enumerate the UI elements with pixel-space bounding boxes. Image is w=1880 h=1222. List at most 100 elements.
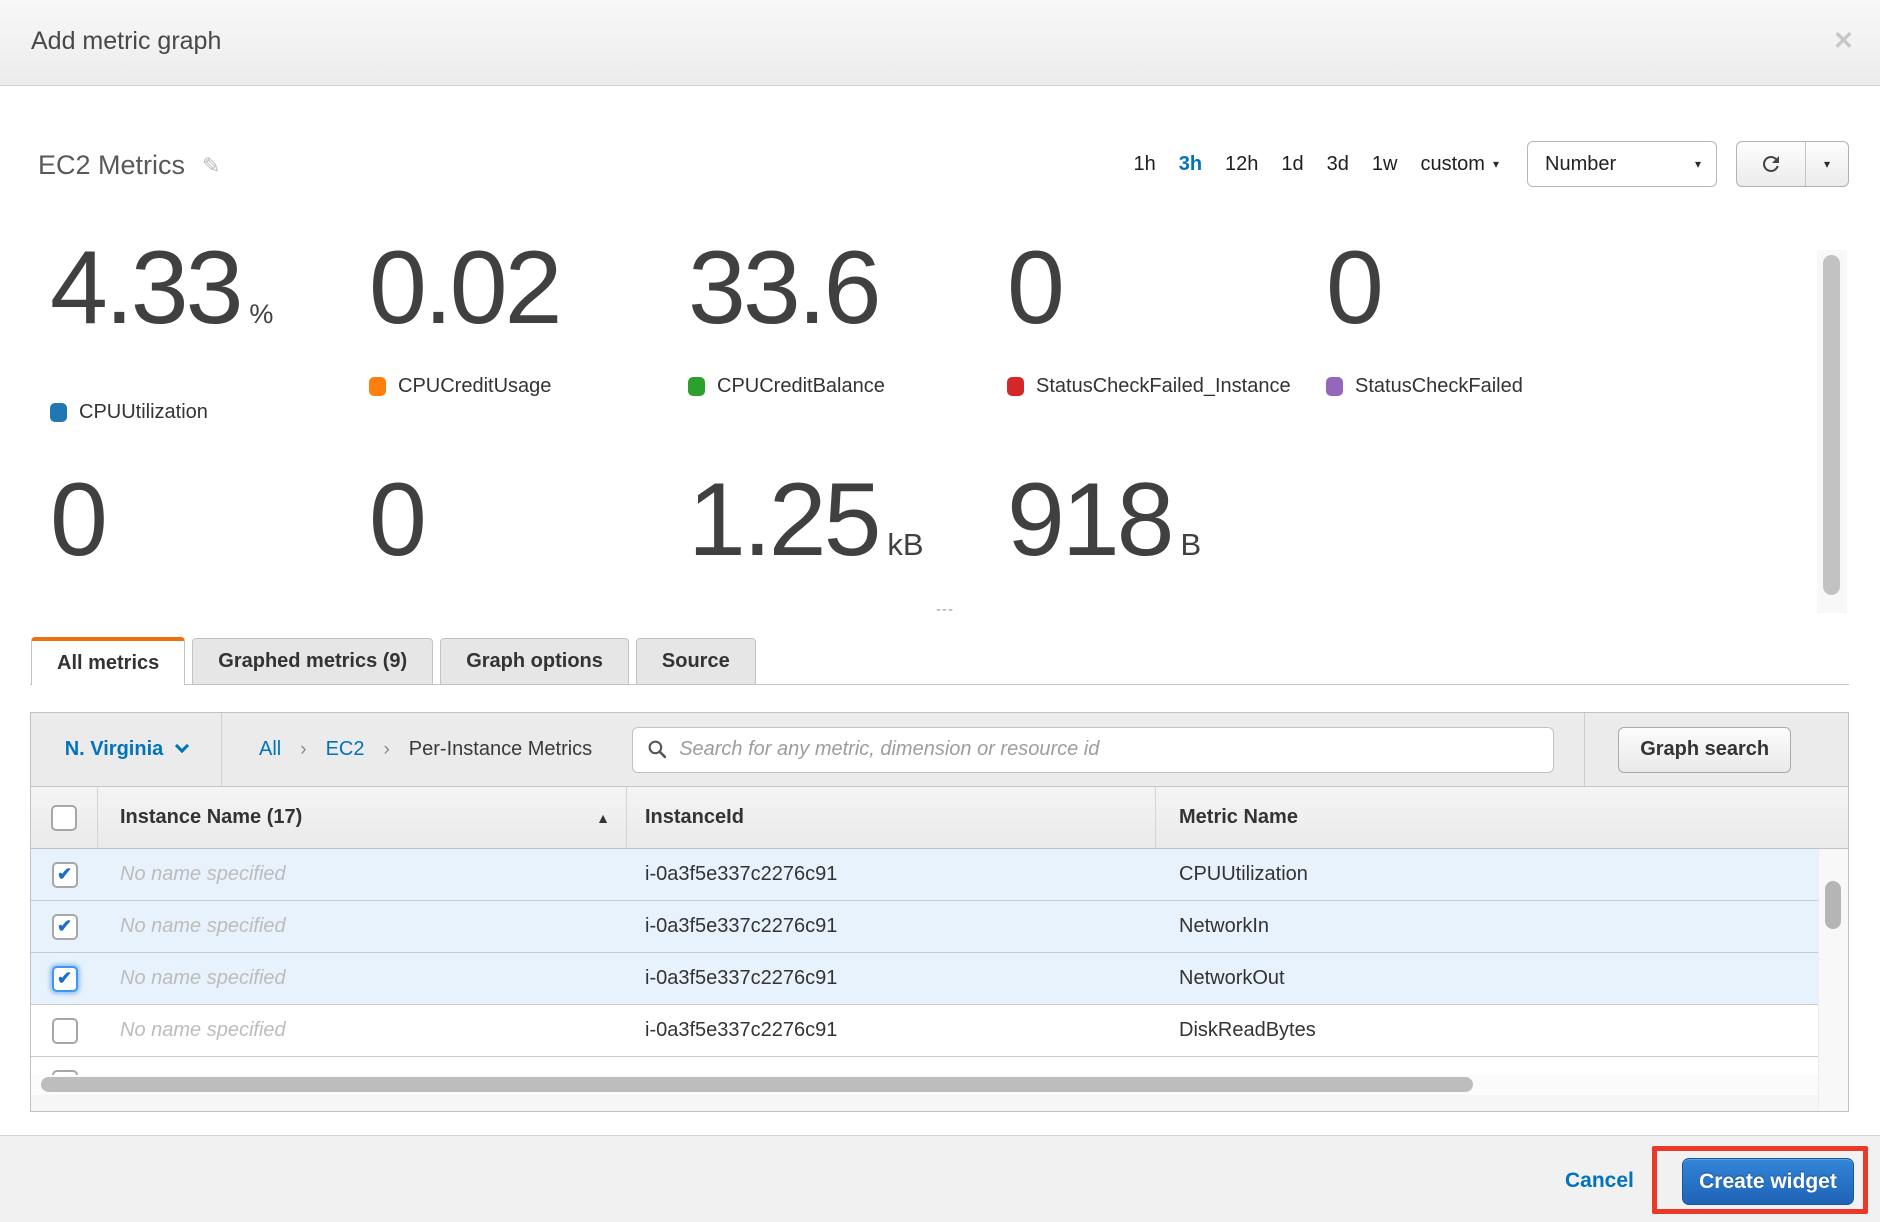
metric-values-row-1: 4.33% CPUUtilization 0.02 CPUCreditUsage… — [50, 233, 1645, 424]
tab-graph-options[interactable]: Graph options — [440, 638, 629, 685]
graph-search-label: Graph search — [1640, 738, 1770, 760]
chevron-down-icon: ▾ — [1823, 157, 1831, 171]
metrics-vertical-scrollbar[interactable] — [1817, 250, 1847, 613]
metric-number: 4.33 — [50, 230, 243, 346]
header-metric-name[interactable]: Metric Name — [1156, 787, 1848, 848]
row-checkbox[interactable]: ✔ — [51, 913, 78, 940]
region-dropdown[interactable]: N. Virginia — [31, 713, 222, 786]
refresh-icon — [1759, 152, 1783, 176]
metric-card: 0 StatusCheckFailed — [1326, 233, 1645, 424]
table-row[interactable]: ✔ No name specified i-0a3f5e337c2276c91 … — [31, 953, 1818, 1005]
tab-label: Source — [661, 650, 730, 672]
breadcrumb-all[interactable]: All — [259, 738, 282, 760]
metric-legend: CPUUtilization — [50, 401, 369, 424]
tab-source[interactable]: Source — [635, 638, 756, 685]
table-row[interactable]: ✔ No name specified i-0a3f5e337c2276c91 … — [31, 849, 1818, 901]
cell-metric-name: CPUUtilization — [1179, 863, 1308, 885]
metric-legend: StatusCheckFailed — [1326, 375, 1645, 398]
time-range-12h[interactable]: 12h — [1225, 152, 1259, 175]
time-range-3h[interactable]: 3h — [1178, 152, 1203, 175]
metric-number: 0.02 — [369, 230, 562, 346]
metric-number: 0 — [369, 462, 427, 578]
metric-search-box — [632, 726, 1555, 773]
table-vertical-scrollbar[interactable] — [1818, 849, 1848, 1111]
metric-unit: % — [249, 299, 274, 329]
header-instance-name[interactable]: Instance Name (17) ▲ — [98, 787, 627, 848]
tab-graphed-metrics[interactable]: Graphed metrics (9) — [192, 638, 434, 685]
metric-number: 1.25 — [688, 462, 881, 578]
chevron-down-icon: ▾ — [1492, 157, 1499, 171]
tab-label: Graphed metrics (9) — [218, 650, 408, 672]
table-row[interactable]: ✔ No name specified i-0a3f5e337c2276c91 … — [31, 1005, 1818, 1057]
modal-header: Add metric graph ✕ — [0, 0, 1880, 86]
panel-bottom-strip — [31, 1095, 1848, 1111]
sort-ascending-icon[interactable]: ▲ — [596, 809, 610, 826]
scrollbar-thumb[interactable] — [41, 1077, 1473, 1092]
table-horizontal-scrollbar[interactable] — [31, 1075, 1818, 1095]
scrollbar-thumb[interactable] — [1825, 881, 1841, 929]
cell-metric-name: DiskReadBytes — [1179, 1019, 1316, 1041]
scrollbar-thumb[interactable] — [1823, 255, 1840, 595]
metric-value: 0.02 — [369, 233, 688, 343]
tab-label: Graph options — [466, 650, 603, 672]
column-label: InstanceId — [645, 806, 744, 828]
time-range-3d[interactable]: 3d — [1326, 152, 1349, 175]
cell-instance-name: No name specified — [120, 915, 286, 937]
search-input[interactable] — [679, 738, 1540, 761]
metric-card: 1.25 kB — [688, 465, 1007, 600]
metric-card: 918 B — [1007, 465, 1326, 600]
legend-swatch — [688, 377, 705, 396]
metric-value: 1.25 kB — [688, 465, 1007, 600]
row-checkbox[interactable]: ✔ — [51, 861, 78, 888]
row-checkbox-cell: ✔ — [31, 901, 98, 952]
cancel-button[interactable]: Cancel — [1565, 1169, 1634, 1192]
row-checkbox-cell: ✔ — [31, 1005, 98, 1056]
metric-legend: StatusCheckFailed_Instance — [1007, 375, 1326, 398]
cell-instance-name: No name specified — [120, 863, 286, 885]
dialog-footer — [0, 1135, 1880, 1222]
graph-search-button[interactable]: Graph search — [1618, 726, 1792, 773]
header-checkbox-cell: ✔ — [31, 787, 98, 848]
time-range-selector: 1h 3h 12h 1d 3d 1w custom ▾ — [1133, 153, 1499, 176]
metrics-toolbar: N. Virginia All › EC2 › Per-Instance Met… — [31, 713, 1848, 787]
refresh-button[interactable] — [1737, 142, 1806, 186]
select-all-checkbox[interactable]: ✔ — [51, 804, 77, 831]
toolbar-divider — [1584, 713, 1586, 786]
header-instance-id[interactable]: InstanceId — [627, 787, 1156, 848]
widget-title: EC2 Metrics — [38, 150, 186, 180]
legend-label: CPUUtilization — [79, 401, 208, 423]
tab-all-metrics[interactable]: All metrics — [31, 637, 186, 685]
breadcrumb: All › EC2 › Per-Instance Metrics — [259, 738, 592, 761]
time-range-custom[interactable]: custom ▾ — [1421, 153, 1500, 176]
refresh-options-button[interactable]: ▾ — [1806, 142, 1848, 186]
create-widget-button[interactable]: Create widget — [1682, 1158, 1854, 1205]
metric-values-row-2: 0 0 1.25 kB 918 B — [50, 465, 1645, 600]
metric-unit: kB — [887, 527, 924, 562]
table-row[interactable]: ✔ No name specified i-0a3f5e337c2276c91 … — [31, 901, 1818, 953]
metric-card: 4.33% CPUUtilization — [50, 233, 369, 424]
metric-value: 0 — [1326, 233, 1645, 343]
metric-number: 0 — [1007, 230, 1065, 346]
overflow-indicator: --- — [936, 601, 954, 618]
search-icon — [647, 739, 668, 760]
time-range-1h[interactable]: 1h — [1133, 152, 1156, 175]
cell-metric-name: NetworkIn — [1179, 915, 1270, 937]
row-checkbox[interactable]: ✔ — [51, 1069, 78, 1075]
metric-value: 0 — [369, 465, 688, 575]
breadcrumb-ec2[interactable]: EC2 — [325, 738, 365, 760]
table-row[interactable]: ✔ — [31, 1057, 1818, 1075]
time-range-1w[interactable]: 1w — [1371, 152, 1398, 175]
display-type-dropdown[interactable]: Number ▾ — [1527, 141, 1717, 187]
cell-instance-name — [98, 1057, 627, 1075]
edit-pencil-icon[interactable]: ✎ — [202, 152, 221, 178]
close-icon[interactable]: ✕ — [1833, 27, 1854, 55]
row-checkbox[interactable]: ✔ — [51, 1017, 78, 1044]
metric-value: 0 — [50, 465, 369, 575]
metric-legend: CPUCreditBalance — [688, 375, 1007, 398]
legend-label: StatusCheckFailed — [1355, 375, 1523, 397]
graph-controls: 1h 3h 12h 1d 3d 1w custom ▾ Number ▾ — [1133, 140, 1849, 188]
time-range-1d[interactable]: 1d — [1281, 152, 1304, 175]
row-checkbox[interactable]: ✔ — [51, 965, 78, 992]
cell-instance-id: i-0a3f5e337c2276c91 — [645, 967, 838, 989]
